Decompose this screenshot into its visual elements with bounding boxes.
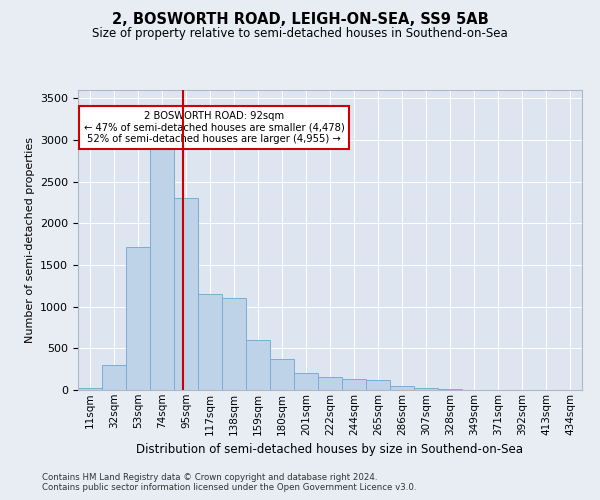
Bar: [198, 294, 222, 390]
Bar: [246, 340, 270, 390]
Bar: [102, 366, 126, 390]
Bar: [270, 359, 294, 390]
Bar: [126, 246, 150, 390]
Bar: [366, 380, 390, 390]
Text: Distribution of semi-detached houses by size in Southend-on-Sea: Distribution of semi-detached houses by …: [137, 442, 523, 456]
Bar: [390, 386, 414, 390]
Bar: [150, 111, 174, 390]
Bar: [174, 198, 198, 390]
Bar: [78, 388, 102, 390]
Bar: [342, 379, 366, 390]
Text: Contains public sector information licensed under the Open Government Licence v3: Contains public sector information licen…: [42, 484, 416, 492]
Bar: [438, 389, 462, 390]
Bar: [318, 376, 342, 390]
Text: 2, BOSWORTH ROAD, LEIGH-ON-SEA, SS9 5AB: 2, BOSWORTH ROAD, LEIGH-ON-SEA, SS9 5AB: [112, 12, 488, 28]
Bar: [222, 298, 246, 390]
Y-axis label: Number of semi-detached properties: Number of semi-detached properties: [25, 137, 35, 343]
Bar: [414, 388, 438, 390]
Text: Contains HM Land Registry data © Crown copyright and database right 2024.: Contains HM Land Registry data © Crown c…: [42, 472, 377, 482]
Bar: [294, 374, 318, 390]
Text: Size of property relative to semi-detached houses in Southend-on-Sea: Size of property relative to semi-detach…: [92, 28, 508, 40]
Text: 2 BOSWORTH ROAD: 92sqm
← 47% of semi-detached houses are smaller (4,478)
52% of : 2 BOSWORTH ROAD: 92sqm ← 47% of semi-det…: [84, 111, 344, 144]
